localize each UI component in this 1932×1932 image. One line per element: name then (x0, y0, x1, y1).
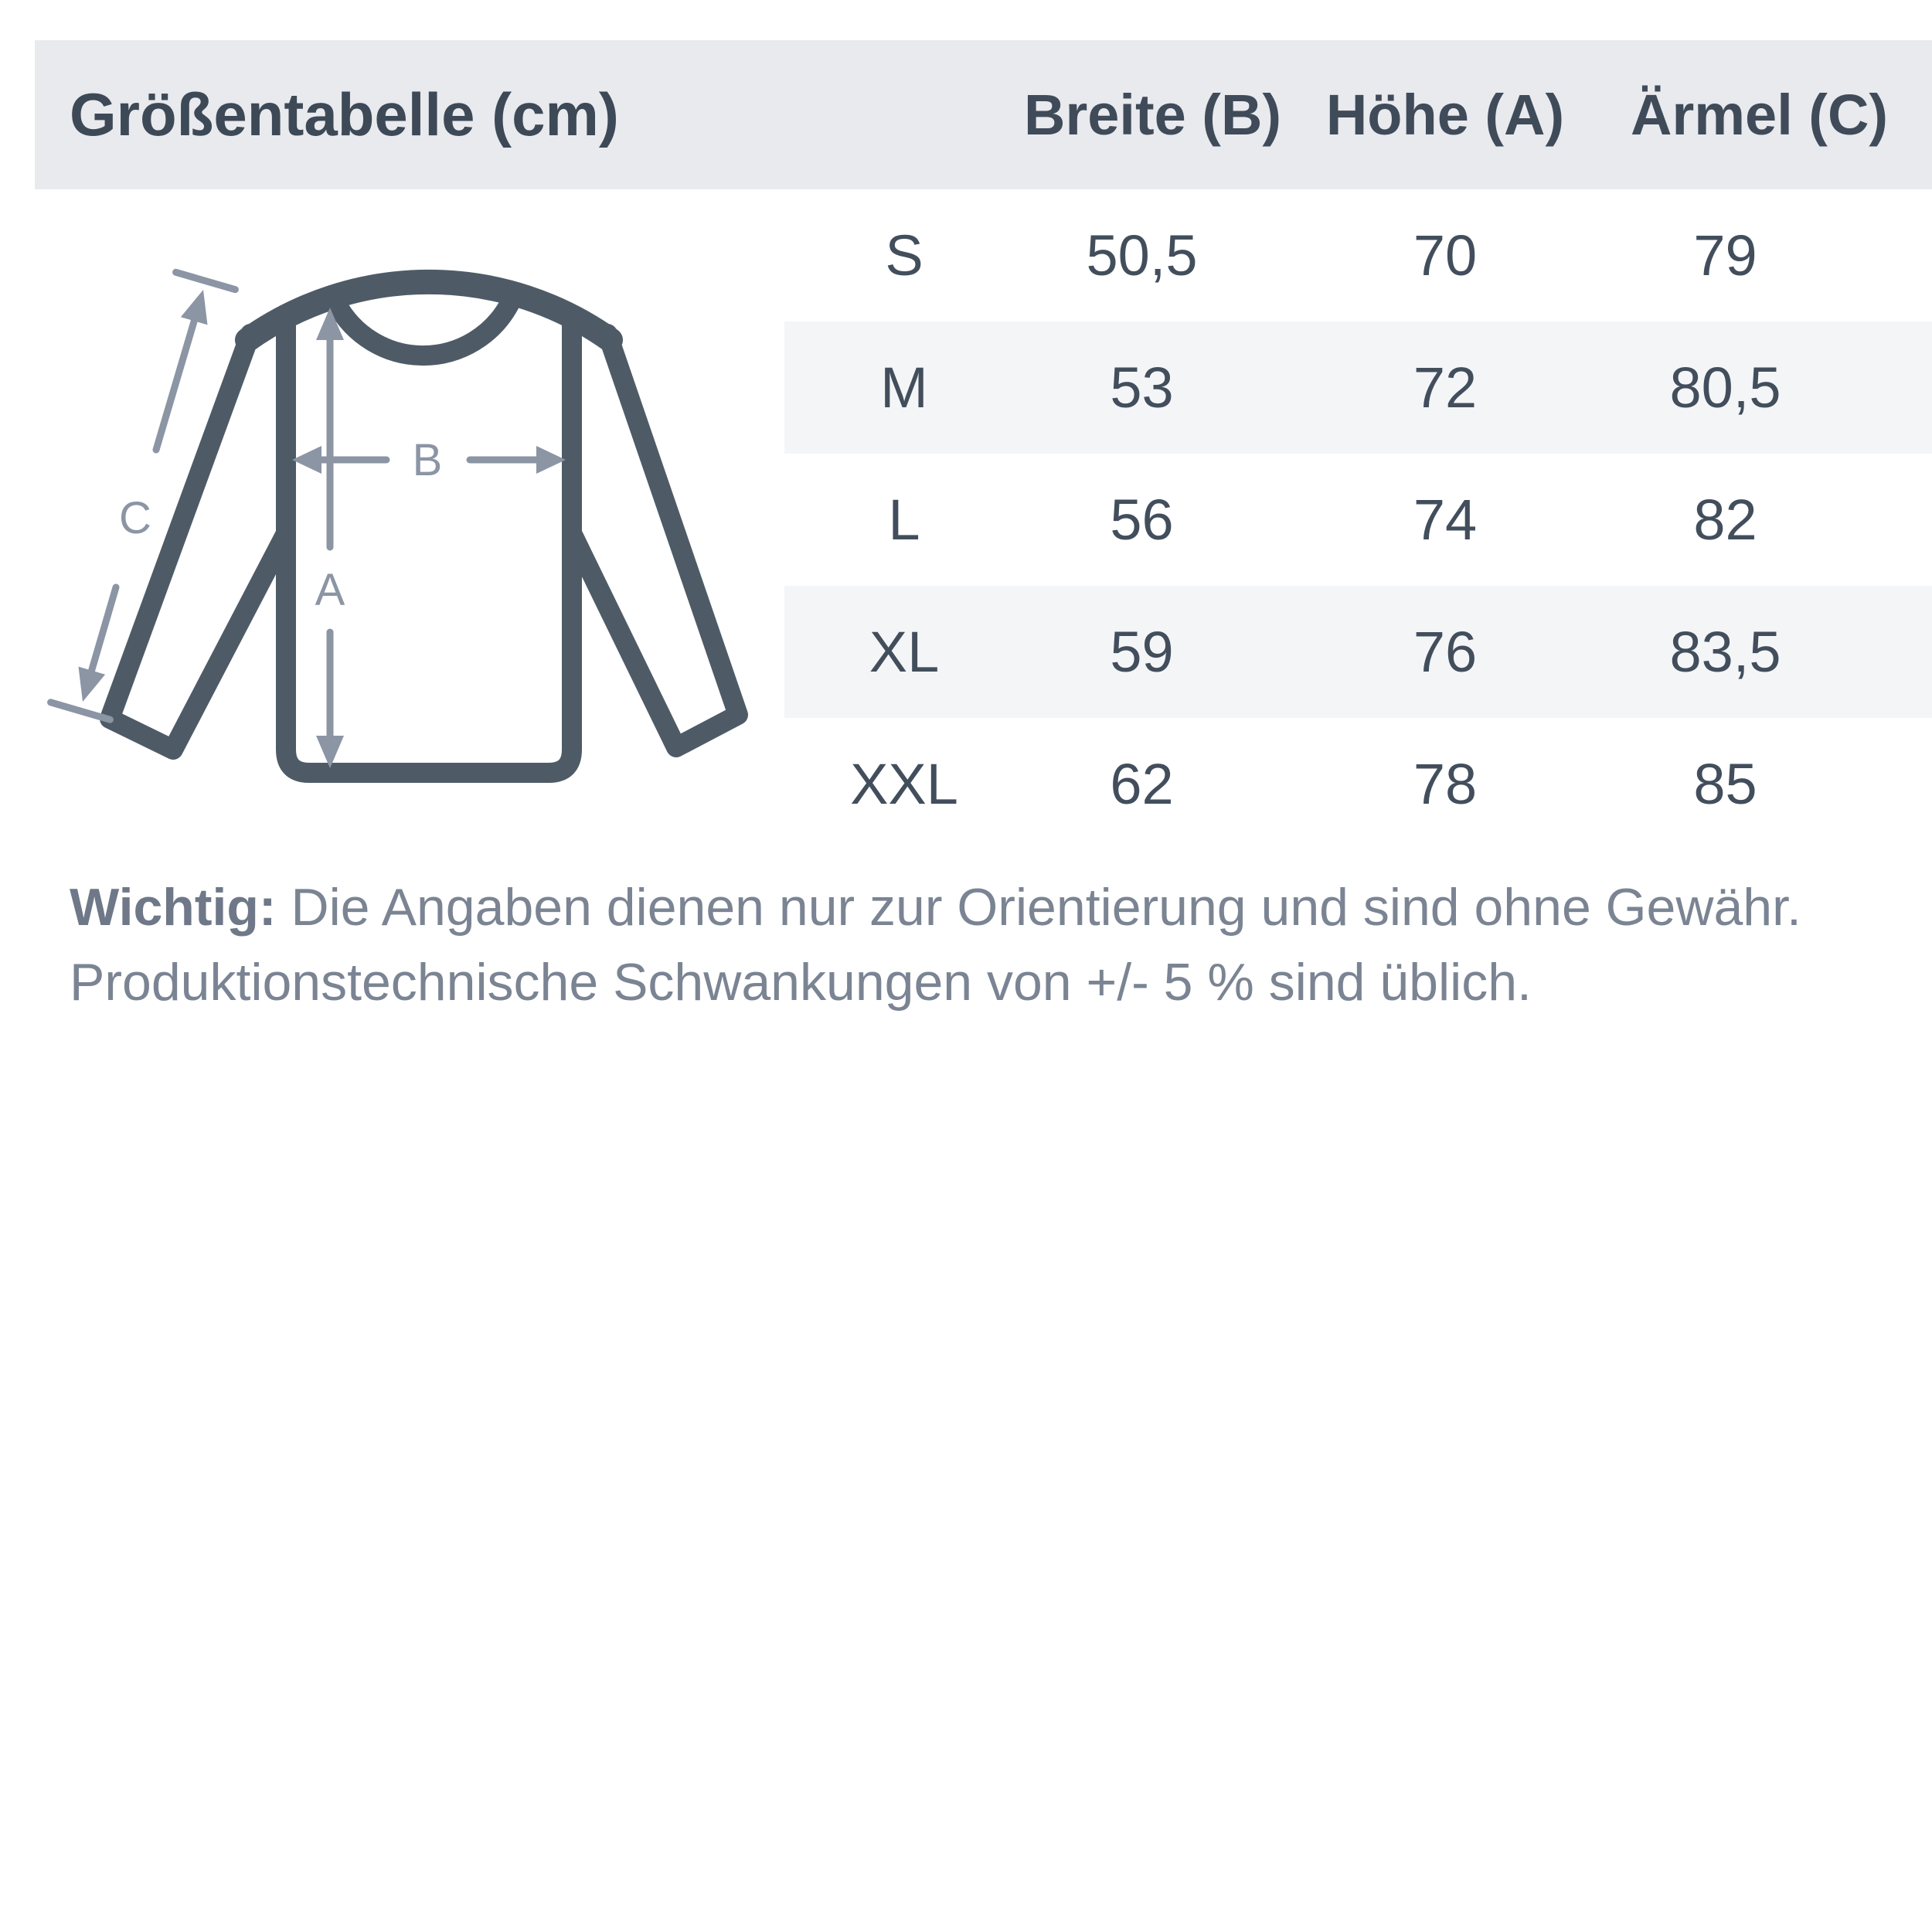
cell-size: M (880, 355, 928, 420)
column-headers: Breite (B) Höhe (A) Ärmel (C) (784, 40, 1932, 189)
cell-aermel: 83,5 (1669, 620, 1781, 684)
cell-hoehe: 70 (1413, 223, 1478, 287)
cell-size: XL (869, 620, 940, 684)
cell-breite: 62 (1110, 752, 1174, 816)
disclaimer-note: Wichtig: Die Angaben dienen nur zur Orie… (70, 870, 1893, 1020)
column-header-hoehe: Höhe (A) (1325, 83, 1565, 147)
cell-hoehe: 74 (1413, 488, 1478, 552)
dimension-c-tick-top (172, 268, 239, 294)
sweater-body (276, 315, 582, 783)
dimension-label-b: B (413, 435, 443, 485)
cell-breite: 50,5 (1086, 223, 1198, 287)
dimension-c-tick-bottom (47, 699, 114, 723)
page-title: Größentabelle (cm) (70, 80, 619, 148)
table-header-bar: Größentabelle (cm) Breite (B) Höhe (A) Ä… (35, 40, 1932, 189)
sweater-collar (326, 293, 520, 366)
dimension-label-a: A (315, 565, 345, 615)
sweater-right-sleeve (563, 324, 748, 757)
dimension-c-arrowhead-up (180, 290, 208, 325)
column-header-aermel: Ärmel (C) (1631, 83, 1889, 147)
cell-size: S (885, 223, 923, 287)
dimension-c-line-bottom (87, 583, 120, 679)
cell-aermel: 80,5 (1669, 355, 1781, 420)
cell-aermel: 82 (1693, 488, 1757, 552)
cell-size: L (888, 488, 920, 552)
cell-hoehe: 78 (1413, 752, 1478, 816)
dimension-c-line-top (152, 310, 200, 454)
table-row-xxl: XXL 62 78 85 (784, 718, 1932, 850)
sweater-left-sleeve (100, 324, 294, 760)
disclaimer-line-1: Wichtig: Die Angaben dienen nur zur Orie… (70, 870, 1893, 945)
column-header-breite: Breite (B) (1024, 83, 1282, 147)
dimension-b-arrowhead-left (292, 446, 321, 474)
table-row-m: M 53 72 80,5 (784, 321, 1932, 454)
cell-breite: 59 (1110, 620, 1174, 684)
table-row-xl: XL 59 76 83,5 (784, 586, 1932, 718)
sweater-shoulders (235, 269, 623, 352)
dimension-a-arrowhead-up (316, 308, 344, 340)
sweater-measurement-diagram: A B C (47, 268, 748, 783)
disclaimer-line-2: Produktionstechnische Schwankungen von +… (70, 953, 1532, 1012)
cell-size: XXL (850, 752, 958, 816)
table-row-l: L 56 74 82 (784, 454, 1932, 586)
cell-breite: 56 (1110, 488, 1174, 552)
dimension-c-arrowhead-down (78, 666, 106, 702)
cell-aermel: 79 (1693, 223, 1757, 287)
cell-aermel: 85 (1693, 752, 1757, 816)
dimension-label-c: C (119, 493, 151, 543)
cell-hoehe: 72 (1413, 355, 1478, 420)
size-table: S 50,5 70 79 M 53 72 80,5 L 56 74 82 XL … (784, 189, 1932, 850)
cell-breite: 53 (1110, 355, 1174, 420)
cell-hoehe: 76 (1413, 620, 1478, 684)
table-row-s: S 50,5 70 79 (784, 189, 1932, 321)
dimension-b-arrowhead-right (536, 446, 566, 474)
disclaimer-text-1: Die Angaben dienen nur zur Orientierung … (276, 878, 1801, 937)
dimension-a-arrowhead-down (316, 736, 344, 768)
disclaimer-bold-prefix: Wichtig: (70, 878, 277, 937)
